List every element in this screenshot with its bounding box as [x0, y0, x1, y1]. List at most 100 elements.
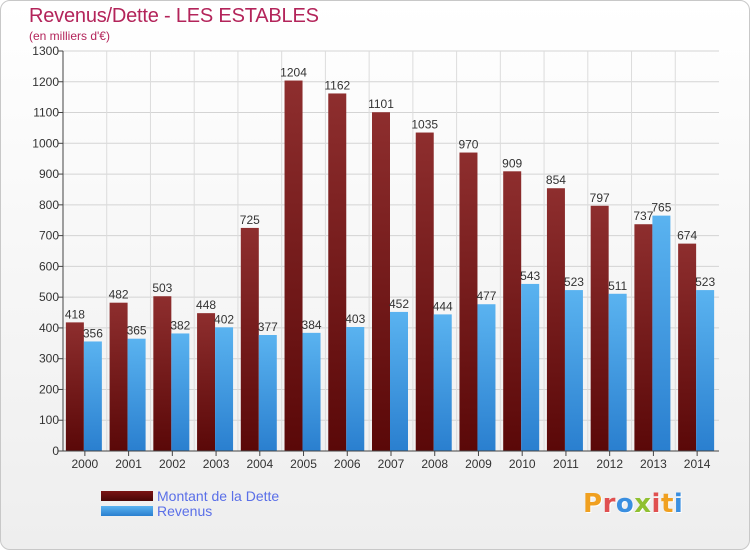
revenue-value-label: 365	[127, 324, 147, 338]
debt-bar	[109, 302, 128, 451]
x-tick-label: 2005	[290, 457, 317, 471]
debt-bar	[153, 296, 172, 451]
debt-value-label: 1035	[411, 118, 438, 132]
y-tick-label: 200	[39, 382, 59, 396]
debt-bar	[459, 152, 478, 452]
y-tick-label: 900	[39, 167, 59, 181]
revenue-value-label: 356	[83, 326, 103, 340]
x-tick-label: 2011	[553, 457, 579, 471]
revenue-value-label: 511	[608, 279, 627, 293]
logo-letter: P	[583, 489, 603, 519]
legend-swatch-debt	[101, 491, 153, 501]
x-tick-label: 2013	[640, 457, 667, 471]
revenue-bar	[258, 335, 277, 451]
revenue-value-label: 384	[302, 318, 322, 332]
revenue-value-label: 402	[214, 312, 234, 326]
revenue-value-label: 377	[258, 320, 278, 334]
debt-value-label: 418	[65, 307, 85, 321]
x-tick-label: 2002	[159, 457, 186, 471]
debt-bar	[328, 93, 347, 451]
y-tick-label: 700	[39, 229, 59, 243]
legend-item-revenue: Revenus	[101, 504, 212, 518]
revenue-value-label: 523	[564, 275, 584, 289]
revenue-bar	[83, 341, 102, 451]
x-tick-label: 2008	[421, 457, 448, 471]
debt-value-label: 503	[152, 281, 172, 295]
debt-bar	[197, 313, 216, 451]
revenue-bar	[215, 327, 234, 451]
revenue-bar	[564, 290, 583, 451]
x-tick-label: 2014	[684, 457, 711, 471]
y-tick-label: 800	[39, 198, 59, 212]
revenue-value-label: 444	[433, 299, 453, 313]
logo-letter: t	[660, 489, 674, 519]
debt-value-label: 448	[196, 298, 216, 312]
revenue-bar	[171, 333, 190, 451]
revenue-bar	[390, 311, 408, 451]
debt-bar	[546, 188, 565, 451]
revenue-bar	[346, 327, 365, 451]
y-tick-label: 0	[52, 444, 59, 458]
revenue-bar	[302, 332, 321, 451]
y-tick-label: 1200	[32, 75, 59, 89]
y-tick-label: 500	[39, 290, 59, 304]
debt-value-label: 909	[502, 156, 522, 170]
y-tick-label: 1000	[32, 136, 59, 150]
revenue-value-label: 543	[520, 269, 540, 283]
x-tick-label: 2012	[596, 457, 623, 471]
revenue-value-label: 765	[651, 201, 671, 215]
logo-letter: i	[673, 489, 684, 519]
debt-value-label: 725	[240, 213, 260, 227]
chart-subtitle: (en milliers d'€)	[29, 29, 110, 43]
debt-value-label: 674	[677, 229, 697, 243]
debt-bar	[65, 322, 84, 451]
debt-value-label: 1204	[280, 66, 307, 80]
chart-title: Revenus/Dette - LES ESTABLES	[29, 5, 319, 27]
debt-bar	[503, 171, 522, 452]
revenue-bar	[127, 338, 146, 451]
debt-bar	[590, 205, 609, 451]
x-tick-label: 2007	[378, 457, 405, 471]
revenue-bar	[433, 314, 452, 451]
debt-value-label: 854	[546, 173, 566, 187]
revenue-bar	[652, 215, 671, 451]
x-tick-label: 2000	[72, 457, 99, 471]
revenue-value-label: 382	[170, 318, 190, 332]
revenue-value-label: 403	[345, 312, 365, 326]
x-tick-label: 2004	[246, 457, 273, 471]
y-tick-label: 1100	[33, 106, 59, 120]
x-tick-label: 2010	[509, 457, 536, 471]
logo-letter: i	[651, 489, 661, 519]
debt-bar	[284, 80, 303, 452]
debt-value-label: 482	[109, 288, 129, 302]
debt-bar	[240, 227, 259, 451]
debt-bar	[372, 112, 390, 451]
x-tick-label: 2009	[465, 457, 492, 471]
x-tick-label: 2003	[203, 457, 230, 471]
debt-value-label: 797	[590, 191, 610, 205]
debt-value-label: 1162	[324, 78, 350, 92]
proxiti-logo: Proxiti	[583, 489, 683, 519]
revenue-bar	[696, 290, 715, 451]
debt-bar	[634, 224, 653, 451]
debt-bar	[678, 243, 697, 451]
revenue-bar	[608, 293, 627, 451]
debt-bar	[415, 132, 434, 452]
legend-swatch-revenue	[101, 506, 153, 516]
revenue-value-label: 523	[695, 275, 715, 289]
y-tick-label: 400	[39, 321, 59, 335]
x-tick-label: 2006	[334, 457, 361, 471]
debt-value-label: 737	[633, 209, 653, 223]
legend-item-debt: Montant de la Dette	[101, 489, 279, 503]
logo-letter: o	[615, 489, 635, 519]
y-tick-label: 100	[39, 413, 59, 427]
logo-letter: r	[602, 489, 616, 519]
debt-value-label: 970	[458, 138, 478, 152]
debt-value-label: 1101	[368, 97, 394, 111]
revenue-value-label: 477	[476, 289, 496, 303]
y-tick-label: 600	[39, 259, 59, 273]
revenue-value-label: 452	[389, 297, 409, 311]
x-tick-label: 2001	[115, 457, 142, 471]
